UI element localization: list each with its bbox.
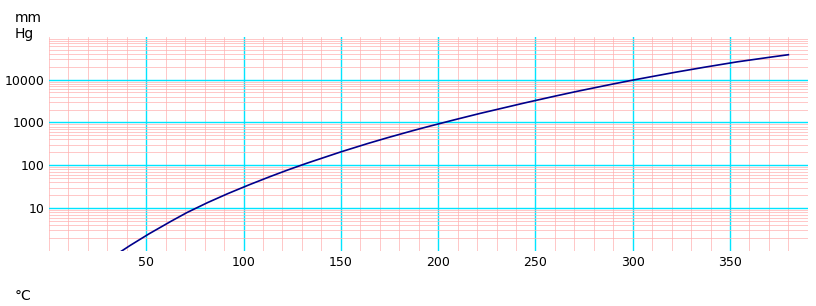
Text: °C: °C — [15, 289, 32, 304]
Text: mm
Hg: mm Hg — [15, 11, 42, 41]
